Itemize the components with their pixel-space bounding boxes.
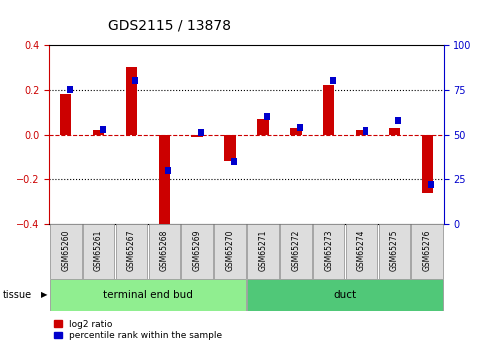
Bar	[422, 135, 433, 193]
Bar	[126, 67, 137, 135]
Bar	[412, 224, 443, 279]
Bar	[346, 224, 377, 279]
Text: GDS2115 / 13878: GDS2115 / 13878	[108, 19, 231, 33]
Bar	[362, 127, 368, 135]
Bar	[148, 224, 180, 279]
Bar	[379, 224, 410, 279]
Bar	[214, 224, 246, 279]
Bar	[428, 181, 434, 188]
Bar	[50, 279, 246, 311]
Text: GSM65270: GSM65270	[226, 230, 235, 272]
Text: GSM65271: GSM65271	[258, 230, 267, 272]
Bar	[159, 135, 170, 229]
Bar	[165, 167, 171, 174]
Bar	[330, 77, 336, 84]
Text: GSM65260: GSM65260	[61, 230, 70, 272]
Bar	[323, 85, 334, 135]
Bar	[257, 119, 269, 135]
Text: GSM65273: GSM65273	[324, 230, 333, 272]
Bar	[247, 279, 443, 311]
Bar	[67, 86, 72, 93]
Bar	[191, 135, 203, 137]
Bar	[231, 158, 237, 165]
Text: GSM65275: GSM65275	[390, 230, 399, 272]
Bar	[116, 224, 147, 279]
Legend: log2 ratio, percentile rank within the sample: log2 ratio, percentile rank within the s…	[54, 320, 222, 341]
Bar	[83, 224, 114, 279]
Bar	[100, 126, 106, 133]
Text: GSM65268: GSM65268	[160, 230, 169, 272]
Text: GSM65276: GSM65276	[423, 230, 432, 272]
Bar	[280, 224, 312, 279]
Text: GSM65274: GSM65274	[357, 230, 366, 272]
Bar	[356, 130, 367, 135]
Bar	[133, 77, 139, 84]
Bar	[313, 224, 345, 279]
Bar	[388, 128, 400, 135]
Bar	[93, 130, 105, 135]
Bar	[181, 224, 213, 279]
Bar	[395, 117, 401, 124]
Bar	[297, 124, 303, 131]
Text: ▶: ▶	[41, 290, 47, 299]
Text: tissue: tissue	[2, 290, 32, 300]
Bar	[290, 128, 302, 135]
Text: GSM65272: GSM65272	[291, 230, 300, 272]
Bar	[50, 224, 81, 279]
Bar	[198, 129, 204, 136]
Text: duct: duct	[334, 290, 356, 300]
Text: GSM65267: GSM65267	[127, 230, 136, 272]
Text: GSM65261: GSM65261	[94, 230, 103, 272]
Text: terminal end bud: terminal end bud	[103, 290, 193, 300]
Bar	[60, 94, 71, 135]
Text: GSM65269: GSM65269	[193, 230, 202, 272]
Bar	[247, 224, 279, 279]
Bar	[224, 135, 236, 161]
Bar	[264, 113, 270, 120]
